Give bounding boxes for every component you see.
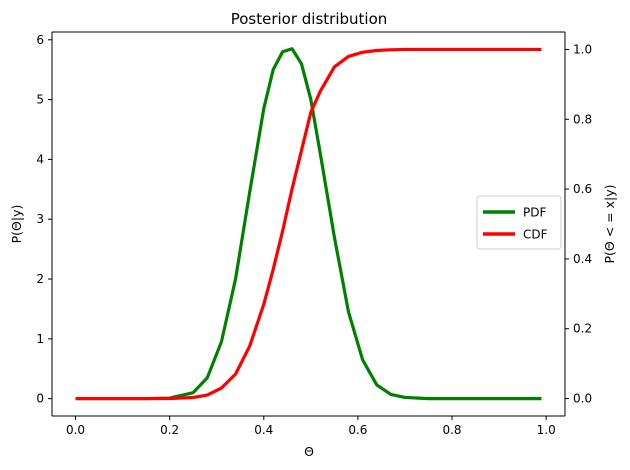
legend: PDF CDF [476, 195, 562, 250]
chart-title: Posterior distribution [231, 10, 388, 28]
y2-axis-label: P(Θ < = x|y) [602, 184, 617, 263]
y-axis-label: P(Θ|y) [9, 205, 24, 244]
x-tick-label: 0.8 [442, 423, 461, 437]
x-axis-label: Θ [304, 444, 314, 459]
plot-frame [51, 31, 566, 417]
y2-tick-label: 1.0 [573, 42, 592, 56]
y-tick-label: 2 [36, 272, 44, 286]
x-tick-label: 0.6 [348, 423, 367, 437]
y-tick-label: 5 [36, 93, 44, 107]
x-tick-label: 0.2 [160, 423, 179, 437]
x-tick-label: 0.4 [254, 423, 273, 437]
x-tick-label: 0.0 [66, 423, 85, 437]
series-line-cdf [75, 47, 542, 401]
y-tick-label: 3 [36, 212, 44, 226]
x-tick-label: 1.0 [537, 423, 556, 437]
series-layer [75, 47, 542, 401]
y-tick-label: 1 [36, 332, 44, 346]
y2-tick-label: 0.4 [573, 252, 592, 266]
ticks-layer: 0.0 0.2 0.4 0.6 0.8 1.0 0 1 2 3 4 5 6 0.0 0.2 0.4 0.6 0.8… [36, 33, 592, 437]
y2-tick-label: 0.2 [573, 322, 592, 336]
y-tick-label: 6 [36, 33, 44, 47]
y-tick-label: 0 [36, 392, 44, 406]
legend-label-pdf: PDF [523, 206, 546, 220]
y2-tick-label: 0.8 [573, 112, 592, 126]
y-tick-label: 4 [36, 152, 44, 166]
legend-label-cdf: CDF [523, 228, 548, 242]
y2-tick-label: 0.0 [573, 392, 592, 406]
legend-box [476, 195, 562, 250]
y2-tick-label: 0.6 [573, 182, 592, 196]
series-line-pdf [75, 47, 542, 401]
